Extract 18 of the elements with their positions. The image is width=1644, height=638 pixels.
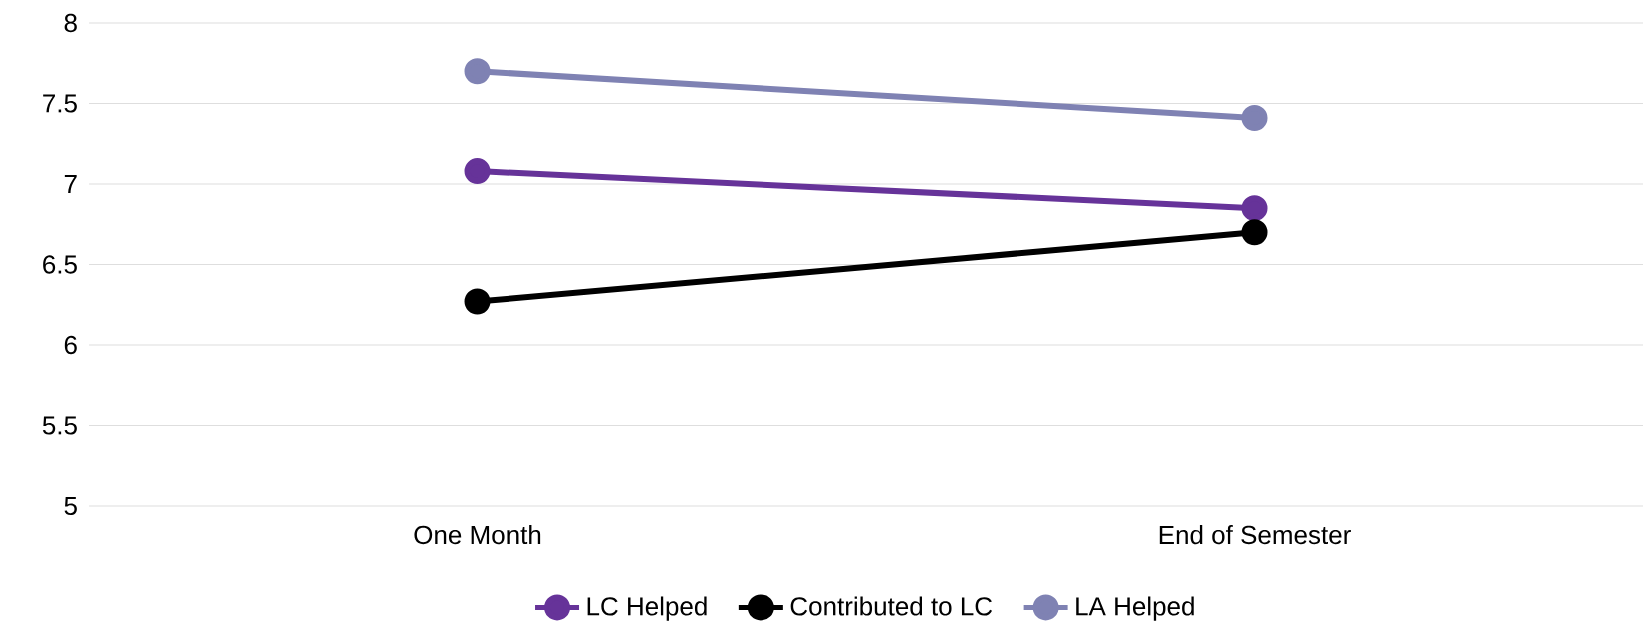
y-tick-label: 5 [64,496,77,516]
y-tick-label: 6.5 [43,255,77,274]
y-tick-label: 6 [64,335,77,355]
point [1241,195,1268,222]
x-tick-label: One Month [414,525,541,545]
legend-label: Contributed to LC [790,596,993,616]
point [464,288,491,315]
y-tick-label: 5.5 [42,416,77,435]
point [1241,104,1268,131]
y-tick-label: 8 [64,13,77,33]
y-tick-label: 7 [64,175,77,193]
point [464,158,491,185]
legend-label: LC Helped [587,596,707,621]
legend-label: LA Helped [1076,596,1194,621]
point [464,58,491,85]
y-tick-label: 7.5 [43,94,77,113]
x-tick-label: End of Semester [1159,525,1351,545]
point [1241,219,1268,246]
